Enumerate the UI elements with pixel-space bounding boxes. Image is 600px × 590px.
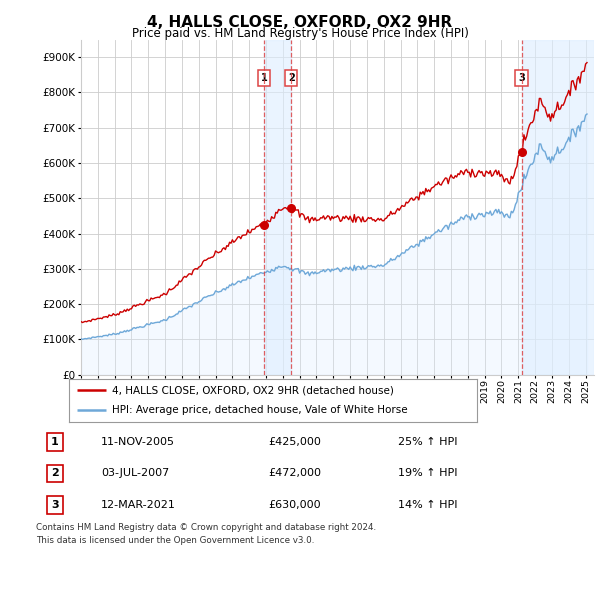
Text: 14% ↑ HPI: 14% ↑ HPI [398,500,457,510]
Text: 2: 2 [51,468,59,478]
Text: 2: 2 [288,73,295,83]
Text: Contains HM Land Registry data © Crown copyright and database right 2024.: Contains HM Land Registry data © Crown c… [36,523,376,532]
Text: 4, HALLS CLOSE, OXFORD, OX2 9HR (detached house): 4, HALLS CLOSE, OXFORD, OX2 9HR (detache… [112,385,394,395]
Text: 12-MAR-2021: 12-MAR-2021 [101,500,176,510]
Text: 1: 1 [51,437,59,447]
Text: £425,000: £425,000 [268,437,321,447]
Text: 25% ↑ HPI: 25% ↑ HPI [398,437,457,447]
Text: 3: 3 [51,500,59,510]
Text: 11-NOV-2005: 11-NOV-2005 [101,437,175,447]
Text: 1: 1 [260,73,267,83]
Text: £472,000: £472,000 [268,468,321,478]
Text: £630,000: £630,000 [268,500,321,510]
Bar [264,40,291,375]
Bar [521,40,594,375]
Text: This data is licensed under the Open Government Licence v3.0.: This data is licensed under the Open Gov… [36,536,314,545]
Text: 19% ↑ HPI: 19% ↑ HPI [398,468,457,478]
Text: Price paid vs. HM Land Registry's House Price Index (HPI): Price paid vs. HM Land Registry's House … [131,27,469,40]
Text: 3: 3 [518,73,525,83]
Text: HPI: Average price, detached house, Vale of White Horse: HPI: Average price, detached house, Vale… [112,405,407,415]
Text: 4, HALLS CLOSE, OXFORD, OX2 9HR: 4, HALLS CLOSE, OXFORD, OX2 9HR [148,15,452,30]
Text: 03-JUL-2007: 03-JUL-2007 [101,468,169,478]
